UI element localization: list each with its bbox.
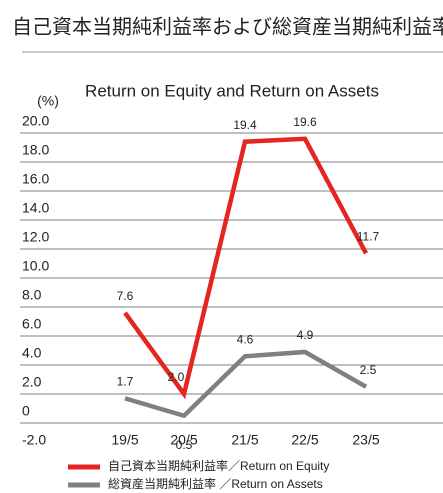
data-label: 1.7: [117, 375, 134, 389]
data-label: 19.6: [293, 115, 317, 129]
y-tick-label: 2.0: [22, 374, 42, 390]
data-label: 2.0: [168, 370, 185, 384]
y-tick-label: 18.0: [22, 142, 49, 158]
chart-subtitle: Return on Equity and Return on Assets: [85, 81, 379, 100]
x-tick-label: 23/5: [352, 432, 379, 448]
y-tick-label: 12.0: [22, 229, 49, 245]
y-tick-label: 14.0: [22, 200, 49, 216]
series-line: [124, 349, 368, 419]
x-tick-label: 20/5: [170, 432, 197, 448]
data-label: 2.5: [360, 363, 377, 377]
y-tick-label: 6.0: [22, 316, 42, 332]
data-label: 0.5: [176, 438, 193, 452]
data-label: 7.6: [117, 289, 134, 303]
x-tick-label: 19/5: [111, 432, 138, 448]
y-tick-label: 4.0: [22, 345, 42, 361]
data-label: 4.6: [237, 332, 254, 346]
x-tick-label: 21/5: [231, 432, 258, 448]
y-tick-label: 20.0: [22, 113, 49, 129]
y-tick-label: 0: [22, 403, 30, 419]
y-tick-label: -2.0: [22, 432, 46, 448]
legend-label: 総資産当期純利益率 ／Return on Assets: [108, 476, 323, 491]
legend-label: 自己資本当期純利益率／Return on Equity: [108, 458, 329, 473]
series-line: [123, 136, 368, 400]
y-tick-label: 8.0: [22, 287, 42, 303]
y-tick-label: 10.0: [22, 258, 49, 274]
y-unit: (%): [37, 93, 59, 109]
data-label: 4.9: [297, 328, 314, 342]
data-label: 11.7: [357, 230, 380, 244]
chart-title: 自己資本当期純利益率および総資産当期純利益率: [12, 15, 443, 38]
x-tick-label: 22/5: [291, 432, 318, 448]
y-tick-label: 16.0: [22, 171, 49, 187]
data-label: 19.4: [233, 118, 257, 132]
